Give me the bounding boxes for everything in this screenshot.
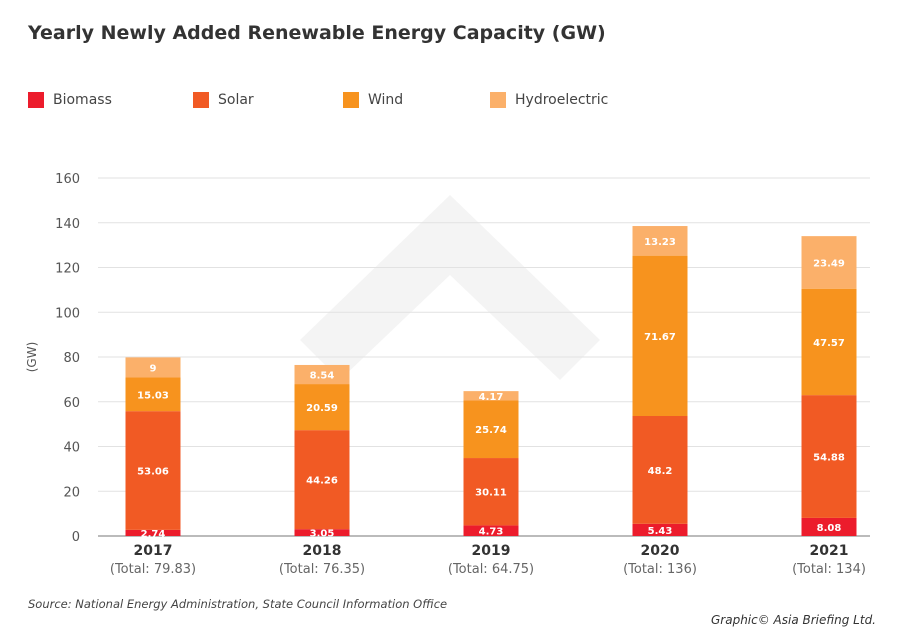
data-label: 25.74 [475,425,507,436]
x-tick-sublabel: (Total: 64.75) [448,562,534,577]
bar-segment-hydroelectric [632,226,688,256]
data-label: 15.03 [137,390,169,401]
y-tick-label: 100 [55,306,80,321]
legend-item: Biomass [28,92,112,108]
bar-segment-wind [294,384,350,431]
data-label: 8.54 [310,371,335,382]
x-tick-label: 2019 [472,543,511,559]
bar-segment-solar [125,411,181,530]
data-label: 4.73 [479,527,504,538]
y-tick-label: 20 [63,485,80,500]
legend-swatch [343,92,359,108]
bar-segment-wind [632,255,688,417]
data-label: 2.74 [141,529,166,540]
watermark-logo [300,195,600,380]
bar-segment-wind [801,288,857,396]
bar-segment-solar [294,430,350,530]
legend-label: Solar [218,92,254,108]
bar-segment-biomass [125,529,181,536]
data-label: 13.23 [644,237,676,248]
bar-segment-biomass [801,517,857,536]
data-label: 54.88 [813,453,845,464]
data-label: 53.06 [137,467,169,478]
legend-swatch [193,92,209,108]
data-label: 8.08 [817,523,842,534]
data-label: 47.57 [813,338,845,349]
legend-label: Biomass [53,92,112,108]
data-label: 48.2 [648,466,673,477]
legend-swatch [490,92,506,108]
x-tick-label: 2021 [810,543,849,559]
bar-segment-solar [463,458,519,526]
source-note: Source: National Energy Administration, … [28,597,448,611]
y-tick-label: 60 [63,396,80,411]
legend-item: Wind [343,92,403,108]
data-label: 4.17 [479,392,504,403]
x-tick-label: 2017 [134,543,173,559]
y-tick-label: 40 [63,441,80,456]
bar-segment-wind [463,400,519,459]
y-axis-label: (GW) [25,342,39,373]
x-tick-label: 2018 [303,543,342,559]
data-label: 23.49 [813,258,845,269]
y-tick-label: 160 [55,172,80,187]
legend-swatch [28,92,44,108]
x-tick-label: 2020 [641,543,680,559]
data-label: 44.26 [306,476,338,487]
data-label: 9 [150,363,157,374]
x-tick-sublabel: (Total: 134) [792,562,866,577]
y-tick-label: 80 [63,351,80,366]
bar-segment-hydroelectric [125,357,181,378]
data-label: 3.05 [310,529,335,540]
legend-label: Hydroelectric [515,92,609,108]
bar-segment-wind [125,377,181,412]
data-label: 20.59 [306,403,338,414]
y-tick-label: 120 [55,262,80,277]
legend-item: Solar [193,92,254,108]
legend-label: Wind [368,92,404,108]
bar-segment-biomass [632,523,688,536]
bar-segment-biomass [294,529,350,536]
x-tick-sublabel: (Total: 79.83) [110,562,196,577]
bar-segment-hydroelectric [801,236,857,289]
x-tick-sublabel: (Total: 76.35) [279,562,365,577]
legend-item: Hydroelectric [490,92,608,108]
bar-segment-hydroelectric [294,364,350,385]
credit: Graphic© Asia Briefing Ltd. [710,613,876,627]
data-label: 5.43 [648,526,673,537]
data-label: 71.67 [644,332,676,343]
y-tick-label: 0 [72,530,80,545]
chart-title: Yearly Newly Added Renewable Energy Capa… [28,22,606,44]
x-tick-sublabel: (Total: 136) [623,562,697,577]
bar-segment-biomass [463,525,519,536]
y-tick-label: 140 [55,217,80,232]
bar-segment-solar [801,395,857,518]
bar-segment-hydroelectric [463,391,519,401]
data-label: 30.11 [475,488,507,499]
bar-segment-solar [632,416,688,524]
